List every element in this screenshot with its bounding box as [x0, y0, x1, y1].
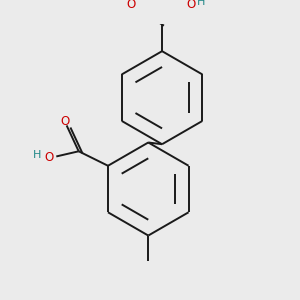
Text: H: H: [197, 0, 205, 7]
Text: O: O: [186, 0, 195, 11]
Text: O: O: [126, 0, 136, 11]
Text: H: H: [33, 150, 41, 161]
Text: O: O: [60, 115, 70, 128]
Text: O: O: [44, 151, 53, 164]
